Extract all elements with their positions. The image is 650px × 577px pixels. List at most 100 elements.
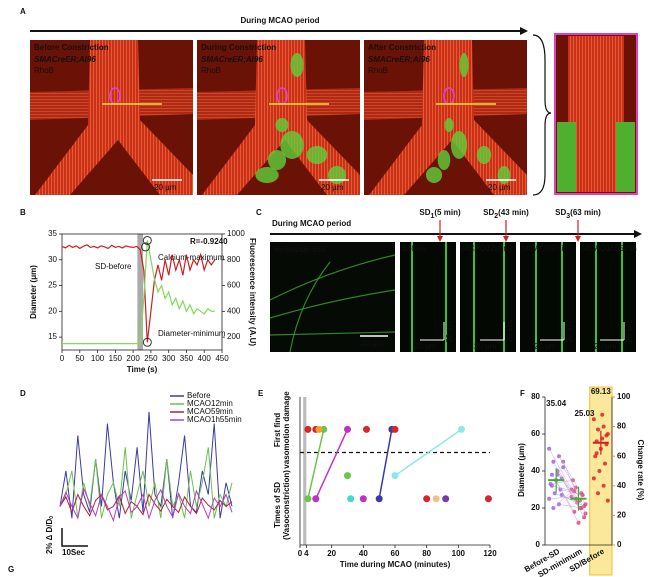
scale-label: 20 µm xyxy=(414,342,437,351)
arrow-head xyxy=(520,27,528,35)
y-axis-label: vasomotion damage xyxy=(282,391,291,469)
point xyxy=(363,425,370,433)
pair-line xyxy=(378,429,393,499)
cell xyxy=(267,150,287,170)
image-title: After Constriction xyxy=(368,43,436,52)
panel-label: B xyxy=(20,208,26,217)
sd-marker: SD3(63 min) xyxy=(555,208,601,220)
x-tick-label: 100 xyxy=(452,549,466,558)
y2-axis-label: Change rate (%) xyxy=(636,440,645,501)
mean-label: 69.13 xyxy=(591,387,612,396)
vessel-outline xyxy=(269,254,396,301)
cell xyxy=(280,131,304,159)
sd-sub: 3 xyxy=(566,213,570,220)
point xyxy=(596,491,601,496)
x-tick-label: 50 xyxy=(75,354,84,363)
point xyxy=(391,425,399,433)
point xyxy=(596,427,601,432)
vessel-wall xyxy=(473,242,475,352)
y-tick-label: 35 xyxy=(48,229,57,238)
cell xyxy=(275,118,289,132)
legend-label: MCAO59min xyxy=(187,407,233,416)
scale-label: 20 µm xyxy=(474,342,497,351)
legend-label: Before xyxy=(187,391,211,400)
pair-line xyxy=(558,456,582,494)
scale-label: 20 µm xyxy=(321,183,344,192)
image-label: SMACreER;Ai96 xyxy=(34,55,96,64)
point xyxy=(423,495,431,503)
x-tick-label: 0 xyxy=(298,549,303,558)
strip-title: MCAO59min xyxy=(522,244,568,253)
cell xyxy=(327,166,347,184)
image-title: Before Constriction xyxy=(34,43,109,52)
highlight-band xyxy=(303,397,307,545)
annotation: Calcium-maximum xyxy=(158,253,225,262)
x-tick-label: 80 xyxy=(422,549,431,558)
cell xyxy=(450,131,468,159)
pair-line xyxy=(561,494,585,507)
point xyxy=(391,472,399,480)
y2-tick-label: 0 xyxy=(617,540,622,549)
point xyxy=(304,495,312,503)
arrow-text: During MCAO period xyxy=(240,16,319,25)
arrow-text: During MCAO period xyxy=(272,219,351,228)
y-tick-label: 20 xyxy=(48,306,57,315)
point xyxy=(593,454,598,459)
x-tick-label: 150 xyxy=(109,354,123,363)
sd-arrow-head xyxy=(575,236,581,242)
annotation: Diameter-minimum xyxy=(158,329,226,338)
linescan xyxy=(460,242,516,352)
point xyxy=(601,424,606,429)
x-tick-label: 4 xyxy=(304,549,309,558)
highlight-band xyxy=(137,234,144,350)
x-axis-label: Time (s) xyxy=(127,365,158,374)
panel-label: G xyxy=(8,565,14,574)
trace xyxy=(59,486,233,523)
x-tick-label: 400 xyxy=(198,354,212,363)
y2-tick-label: 80 xyxy=(617,422,626,431)
image-label: RhoB xyxy=(34,66,54,75)
pair-line xyxy=(549,496,572,499)
x-tick-label: 60 xyxy=(391,549,400,558)
linescan xyxy=(580,242,636,352)
point xyxy=(442,495,450,503)
point xyxy=(375,495,383,503)
image-label: RhoB xyxy=(201,66,221,75)
cell xyxy=(425,167,443,183)
vessel xyxy=(35,40,193,195)
sd-time: (5 min) xyxy=(434,208,461,217)
kymo-green xyxy=(616,122,635,192)
x-tick-label: 100 xyxy=(91,354,105,363)
y-axis-label: Diameter (μm) xyxy=(29,265,38,319)
mean-label: 25.03 xyxy=(574,409,595,418)
y2-tick-label: 800 xyxy=(227,255,241,264)
annotation: SD-before xyxy=(95,262,132,271)
point xyxy=(304,425,312,433)
image-label: SMACreER;Ai96 xyxy=(368,55,430,64)
series-line xyxy=(61,244,216,343)
point xyxy=(312,495,320,503)
scale-label: 20 µm xyxy=(594,342,617,351)
point xyxy=(591,417,596,422)
cell xyxy=(255,167,279,183)
callout xyxy=(141,242,151,252)
cell xyxy=(444,118,454,132)
sd-time: (63 min) xyxy=(570,208,601,217)
sd-marker: SD2(43 min) xyxy=(483,208,529,220)
point xyxy=(600,412,605,417)
cell xyxy=(497,166,511,184)
y2-tick-label: 600 xyxy=(227,281,241,290)
panel-label: C xyxy=(256,208,262,217)
point xyxy=(458,425,465,433)
cell xyxy=(437,150,451,170)
sd-text: SD xyxy=(555,208,566,217)
annotation: R=-0.9240 xyxy=(190,237,228,246)
x-tick-label: 350 xyxy=(180,354,194,363)
point xyxy=(359,495,367,503)
y-tick-label: 0 xyxy=(536,540,541,549)
scale-label: 20 µm xyxy=(534,342,557,351)
panel-label: D xyxy=(20,389,26,398)
point xyxy=(344,472,351,480)
cell xyxy=(459,53,469,77)
y2-axis-label: Fluorescence intensity (A.U) xyxy=(248,238,257,346)
